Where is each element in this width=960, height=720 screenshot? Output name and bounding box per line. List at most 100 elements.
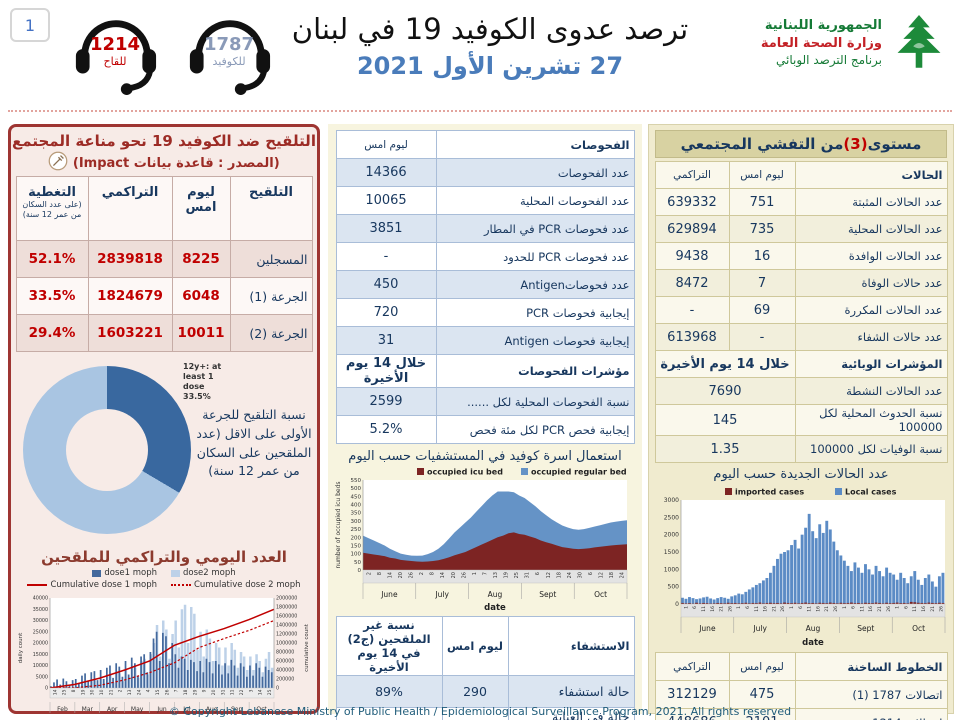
cases-table: الحالات ليوم امس التراكمي عدد الحالات ال… bbox=[654, 161, 948, 463]
svg-text:15: 15 bbox=[155, 689, 161, 695]
page-number-badge: 1 bbox=[10, 8, 50, 42]
syringe-icon bbox=[48, 151, 68, 171]
svg-text:15000: 15000 bbox=[33, 652, 48, 658]
svg-text:1400000: 1400000 bbox=[276, 623, 297, 629]
cases-table-header: الحالات ليوم امس التراكمي bbox=[654, 161, 948, 189]
table-row: نسبة الوفيات لكل 100000 1.35 bbox=[654, 435, 948, 463]
copyright-footer: © Copyright Lebanese Ministry of Public … bbox=[168, 705, 792, 718]
svg-text:26: 26 bbox=[886, 606, 892, 612]
table-row: عدد الحالات الوافدة 16 9438 bbox=[654, 242, 948, 270]
svg-text:2000: 2000 bbox=[664, 532, 679, 539]
svg-text:date: date bbox=[802, 638, 824, 648]
tests-column: الفحوصات ليوم امس عدد الفحوصات 14366 عدد ا… bbox=[328, 124, 642, 720]
svg-text:12: 12 bbox=[599, 572, 605, 578]
svg-text:6: 6 bbox=[798, 606, 804, 609]
svg-text:300: 300 bbox=[351, 519, 362, 525]
svg-text:1800000: 1800000 bbox=[276, 605, 297, 611]
svg-text:Apr: Apr bbox=[107, 706, 118, 713]
svg-text:400: 400 bbox=[351, 503, 362, 509]
svg-text:30: 30 bbox=[577, 572, 583, 578]
beds-chart-title: استعمال اسرة كوفيد في المستشفيات حسب الي… bbox=[348, 449, 622, 464]
svg-text:July: July bbox=[752, 624, 767, 633]
svg-text:June: June bbox=[698, 624, 716, 633]
svg-text:21: 21 bbox=[771, 606, 777, 612]
svg-text:Aug: Aug bbox=[488, 590, 503, 599]
table-row: عدد الحالات النشطة 7690 bbox=[654, 377, 948, 405]
table-row: المؤشرات الوبائية خلال 14 يوم الأخيرة bbox=[654, 350, 948, 378]
svg-text:25000: 25000 bbox=[33, 629, 48, 635]
table-row: عدد الحالات المحلية 735 629894 bbox=[654, 215, 948, 243]
vaccine-hotline-number: 1214 bbox=[89, 34, 141, 55]
svg-text:number of occupied icu beds: number of occupied icu beds bbox=[335, 481, 342, 568]
svg-text:20: 20 bbox=[451, 572, 457, 578]
svg-text:19: 19 bbox=[80, 689, 86, 695]
svg-text:2500: 2500 bbox=[664, 514, 679, 521]
svg-text:16: 16 bbox=[921, 606, 927, 612]
svg-text:1: 1 bbox=[842, 606, 848, 609]
svg-text:imported cases: imported cases bbox=[735, 488, 804, 497]
vaccination-chart-legend-lines: Cumulative dose 1 moph Cumulative dose 2… bbox=[11, 580, 317, 590]
table-row: عدد الفحوصات 14366 bbox=[335, 158, 635, 187]
svg-text:daily count: daily count bbox=[18, 632, 24, 663]
svg-text:Local cases: Local cases bbox=[845, 488, 897, 497]
col-hospitalization: الاستشفاء bbox=[507, 616, 635, 676]
svg-text:350: 350 bbox=[351, 511, 362, 517]
svg-text:11: 11 bbox=[701, 606, 707, 612]
svg-text:5000: 5000 bbox=[36, 674, 48, 680]
svg-text:Aug: Aug bbox=[806, 624, 821, 633]
svg-text:cumulative count: cumulative count bbox=[304, 623, 310, 672]
new-cases-chart-title: عدد الحالات الجديدة حسب اليوم bbox=[713, 467, 889, 482]
svg-text:6: 6 bbox=[851, 606, 857, 609]
table-row: عدد حالات الشفاء -613968 bbox=[654, 323, 948, 351]
donut-caption: نسبة التلقيح للجرعة الأولى على الاقل (عد… bbox=[196, 407, 312, 479]
table-row: عدد فحوصات PCR في المطار 3851 bbox=[335, 214, 635, 243]
table-row: إيجابية فحوصات PCR 720 bbox=[335, 298, 635, 327]
svg-text:Oct: Oct bbox=[256, 706, 267, 713]
svg-text:30000: 30000 bbox=[33, 618, 48, 624]
col-cumulative: التراكمي bbox=[654, 652, 730, 681]
svg-text:30: 30 bbox=[90, 689, 96, 695]
col-hotlines: الخطوط الساخنة bbox=[794, 652, 948, 681]
col-yesterday: ليوم امس bbox=[728, 652, 796, 681]
svg-text:occupied icu bed: occupied icu bed bbox=[427, 468, 503, 477]
col-yesterday: ليوم امس bbox=[441, 616, 509, 676]
community-spread-column: مستوى (3) من التفشي المجتمعي الحالات ليو… bbox=[648, 124, 954, 720]
vaccination-panel-subtitle: (المصدر : قاعدة بيانات Impact) bbox=[11, 151, 317, 171]
svg-text:Oct: Oct bbox=[912, 624, 925, 633]
svg-text:40000: 40000 bbox=[33, 596, 48, 602]
svg-text:6: 6 bbox=[535, 572, 541, 575]
donut-hole bbox=[66, 409, 148, 491]
daily-cumulative-chart-title: العدد اليومي والتراكمي للملقحين bbox=[41, 548, 287, 566]
vaccination-table-header: التلقيح ليوم امس التراكمي التغطية (على عد… bbox=[15, 176, 313, 241]
svg-text:800000: 800000 bbox=[276, 650, 294, 656]
table-row: إيجابية فحص PCR لكل مئة فحص 5.2% bbox=[335, 415, 635, 444]
svg-text:29: 29 bbox=[192, 689, 198, 695]
svg-text:20: 20 bbox=[398, 572, 404, 578]
svg-text:11: 11 bbox=[859, 606, 865, 612]
cedar-tree-icon bbox=[897, 14, 941, 68]
vaccination-table: التلقيح ليوم امس التراكمي التغطية (على عد… bbox=[15, 176, 313, 352]
svg-text:0: 0 bbox=[358, 568, 362, 574]
logo-line-ministry: وزارة الصحة العامة bbox=[760, 35, 882, 51]
svg-text:11: 11 bbox=[230, 689, 236, 695]
svg-text:1: 1 bbox=[472, 572, 478, 575]
vaccination-panel-title: التلقيح ضد الكوفيد 19 نحو مناعة المجتمع bbox=[12, 132, 316, 150]
svg-text:occupied regular bed: occupied regular bed bbox=[531, 468, 627, 477]
svg-text:31: 31 bbox=[220, 689, 226, 695]
table-row: عدد فحوصات PCR للحدود - bbox=[335, 242, 635, 271]
svg-text:date: date bbox=[484, 603, 506, 613]
svg-text:Sept: Sept bbox=[857, 624, 874, 633]
col-yesterday: ليوم امس bbox=[171, 176, 231, 241]
svg-text:Oct: Oct bbox=[594, 590, 607, 599]
tests-table: الفحوصات ليوم امس عدد الفحوصات 14366 عدد ا… bbox=[335, 130, 635, 444]
svg-text:26: 26 bbox=[939, 606, 945, 612]
svg-text:16: 16 bbox=[710, 606, 716, 612]
svg-text:150: 150 bbox=[351, 543, 362, 549]
svg-text:1600000: 1600000 bbox=[276, 614, 297, 620]
svg-text:25: 25 bbox=[514, 572, 520, 578]
svg-text:24: 24 bbox=[567, 572, 573, 578]
ministry-text: الجمهورية اللبنانية وزارة الصحة العامة ب… bbox=[761, 17, 882, 68]
svg-text:13: 13 bbox=[127, 689, 133, 695]
svg-text:250: 250 bbox=[351, 527, 362, 533]
covid-hotline-label: للكوفيد bbox=[212, 55, 246, 68]
